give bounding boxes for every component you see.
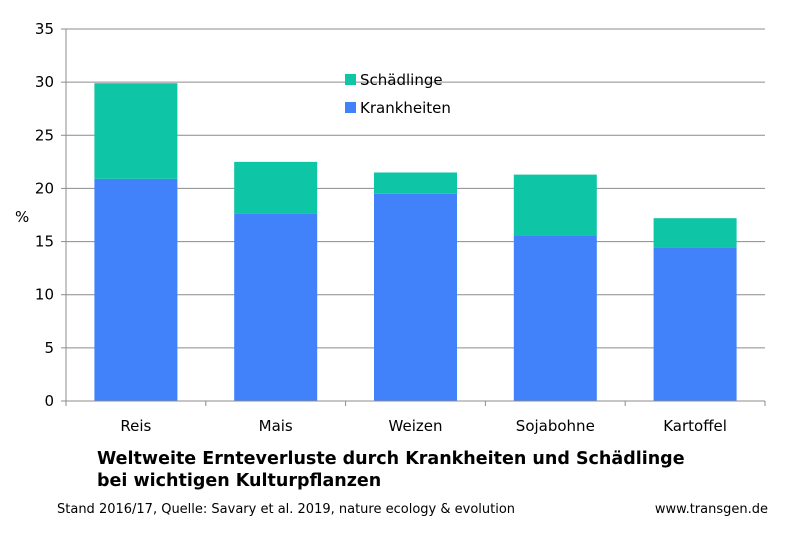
x-tick-label: Sojabohne [516, 417, 595, 435]
y-tick-label: 30 [35, 73, 54, 91]
x-tick-label: Reis [120, 417, 151, 435]
legend-swatch [345, 102, 356, 113]
legend: Schädlinge Krankheiten [345, 71, 451, 117]
y-tick-label: 5 [44, 339, 54, 357]
chart-title-line-1: Weltweite Ernteverluste durch Krankheite… [97, 449, 685, 469]
axes [65, 29, 766, 406]
y-axis-label: % [15, 208, 29, 226]
source-note: Stand 2016/17, Quelle: Savary et al. 201… [57, 502, 516, 517]
x-tick-label: Mais [259, 417, 293, 435]
stacked-bar-chart: 0 5 10 15 20 25 30 35 Reis Mais Weizen Sojabohne Ka… [15, 20, 766, 435]
bar-sch-dlinge [653, 218, 737, 248]
bar-krankheiten [513, 235, 597, 401]
y-tick-label: 15 [35, 233, 54, 251]
legend-swatch [345, 74, 356, 85]
bars [94, 83, 737, 401]
bar-sch-dlinge [513, 174, 597, 236]
legend-label: Krankheiten [360, 99, 451, 117]
legend-label: Schädlinge [360, 71, 443, 89]
y-tick-labels: 0 5 10 15 20 25 30 35 [35, 20, 54, 410]
website-link: www.transgen.de [654, 502, 768, 517]
bar-sch-dlinge [374, 172, 457, 194]
y-tick-label: 35 [35, 20, 54, 38]
chart-title-line-2: bei wichtigen Kulturpflanzen [97, 471, 382, 491]
bar-krankheiten [374, 193, 457, 401]
y-tick-label: 20 [35, 179, 54, 197]
x-tick-label: Weizen [389, 417, 443, 435]
y-tick-label: 25 [35, 126, 54, 144]
y-tick-label: 0 [44, 392, 54, 410]
x-tick-labels: Reis Mais Weizen Sojabohne Kartoffel [120, 417, 727, 435]
bar-krankheiten [653, 247, 737, 401]
bar-krankheiten [94, 178, 178, 401]
bar-sch-dlinge [94, 83, 178, 179]
y-tick-label: 10 [35, 286, 54, 304]
chart-title: Weltweite Ernteverluste durch Krankheite… [97, 448, 685, 492]
bar-sch-dlinge [234, 161, 318, 214]
bar-krankheiten [234, 213, 318, 401]
x-tick-label: Kartoffel [663, 417, 727, 435]
